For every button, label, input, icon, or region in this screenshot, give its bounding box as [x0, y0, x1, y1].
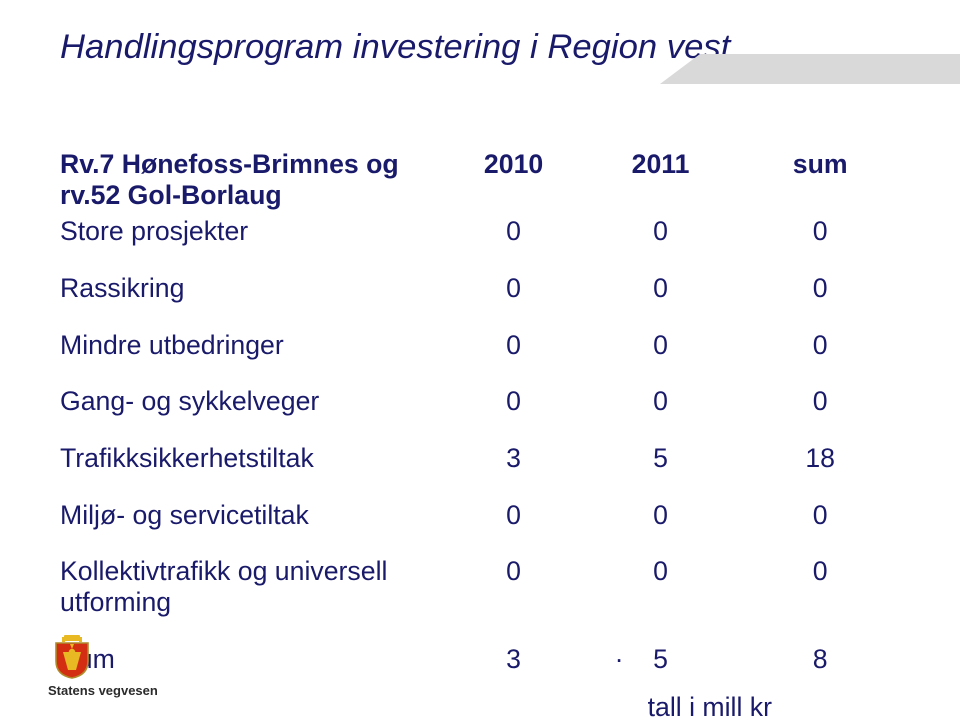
row-spacer — [60, 247, 900, 273]
row-spacer — [60, 304, 900, 330]
row-value: 0 — [740, 386, 900, 417]
header-col-2011: 2011 — [581, 149, 741, 216]
row-value: 0 — [581, 273, 741, 304]
row-value: 0 — [446, 273, 580, 304]
row-label: Miljø- og servicetiltak — [60, 500, 446, 531]
row-label: Gang- og sykkelveger — [60, 386, 446, 417]
row-spacer — [60, 618, 900, 644]
table-row: Rassikring000 — [60, 273, 900, 304]
vegvesen-shield-icon — [48, 635, 96, 679]
row-value: 0 — [581, 330, 741, 361]
row-spacer — [60, 417, 900, 443]
row-value: 0 — [446, 216, 580, 247]
table-row: Mindre utbedringer000 — [60, 330, 900, 361]
row-value: 0 — [581, 216, 741, 247]
row-value: 0 — [740, 330, 900, 361]
row-label: Rassikring — [60, 273, 446, 304]
header-col-sum: sum — [740, 149, 900, 216]
row-value: 18 — [740, 443, 900, 474]
row-value: 0 — [740, 556, 900, 617]
investment-table: Rv.7 Hønefoss-Brimnes og rv.52 Gol-Borla… — [60, 149, 900, 674]
row-value: 0 — [581, 386, 741, 417]
table-row: Trafikksikkerhetstiltak3518 — [60, 443, 900, 474]
row-spacer — [60, 474, 900, 500]
row-value: 8 — [740, 644, 900, 675]
org-name: Statens vegvesen — [48, 683, 158, 698]
row-spacer — [60, 360, 900, 386]
row-value: 0 — [740, 216, 900, 247]
row-label: Mindre utbedringer — [60, 330, 446, 361]
row-value: 5 — [581, 443, 741, 474]
sum-dot: . — [615, 638, 622, 669]
row-value: 0 — [446, 500, 580, 531]
row-spacer — [60, 530, 900, 556]
row-value: 0 — [446, 330, 580, 361]
table-row: Store prosjekter000 — [60, 216, 900, 247]
table-header-row: Rv.7 Hønefoss-Brimnes og rv.52 Gol-Borla… — [60, 149, 900, 216]
row-value: 3 — [446, 443, 580, 474]
row-label: Trafikksikkerhetstiltak — [60, 443, 446, 474]
row-value: 3. — [446, 644, 580, 675]
org-logo: Statens vegvesen — [48, 635, 158, 698]
wedge-shape — [660, 54, 960, 84]
row-value: 0 — [740, 500, 900, 531]
data-table-area: Rv.7 Hønefoss-Brimnes og rv.52 Gol-Borla… — [60, 149, 900, 723]
title-wedge-decoration — [660, 54, 960, 84]
slide: Handlingsprogram investering i Region ve… — [0, 0, 960, 720]
table-row: Kollektivtrafikk og universell utforming… — [60, 556, 900, 617]
row-value: 0 — [446, 386, 580, 417]
row-value: 0 — [581, 500, 741, 531]
row-value: 0 — [446, 556, 580, 617]
header-label: Rv.7 Hønefoss-Brimnes og rv.52 Gol-Borla… — [60, 149, 446, 216]
row-value: 5 — [581, 644, 741, 675]
table-row: Gang- og sykkelveger000 — [60, 386, 900, 417]
table-row: Miljø- og servicetiltak000 — [60, 500, 900, 531]
header-col-2010: 2010 — [446, 149, 580, 216]
row-value: 0 — [740, 273, 900, 304]
table-row: Sum3.58 — [60, 644, 900, 675]
row-label: Kollektivtrafikk og universell utforming — [60, 556, 446, 617]
row-value: 0 — [581, 556, 741, 617]
row-label: Store prosjekter — [60, 216, 446, 247]
table-footnote: tall i mill kr — [60, 692, 900, 723]
